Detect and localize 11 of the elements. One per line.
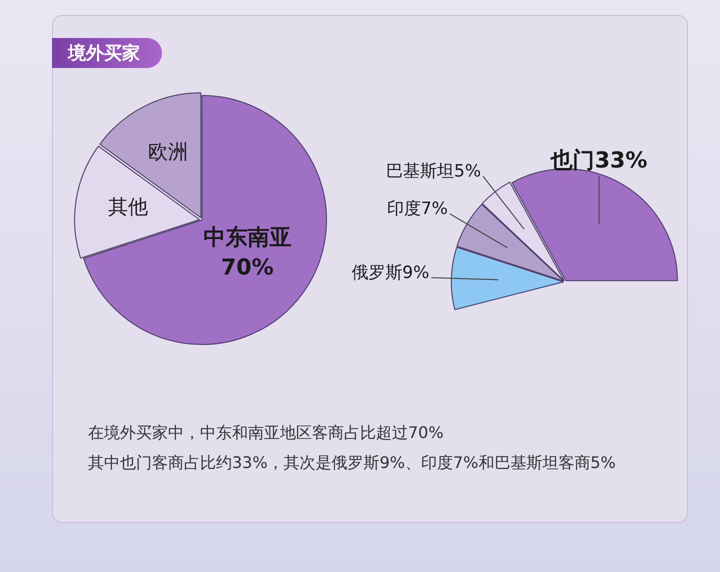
text: 在境外买家中，中东和南亚地区客商占比超过70% [88, 422, 445, 444]
slice-label: 俄罗斯9% [351, 263, 430, 284]
data-label: 70% [220, 256, 274, 281]
text: 其中也门客商占比约33%，其次是俄罗斯9%、印度7%和巴基斯坦客商5% [88, 452, 616, 474]
slice-label: 其他 [108, 194, 148, 219]
slice-label: 中东南亚 [203, 224, 292, 251]
slice-label: 印度7% [386, 199, 448, 220]
slice-label: 欧洲 [148, 140, 188, 164]
chart-title: 境外买家 [52, 38, 162, 68]
slice-label: 也门33% [550, 148, 648, 174]
slice-label: 巴基斯坦5% [386, 162, 481, 182]
